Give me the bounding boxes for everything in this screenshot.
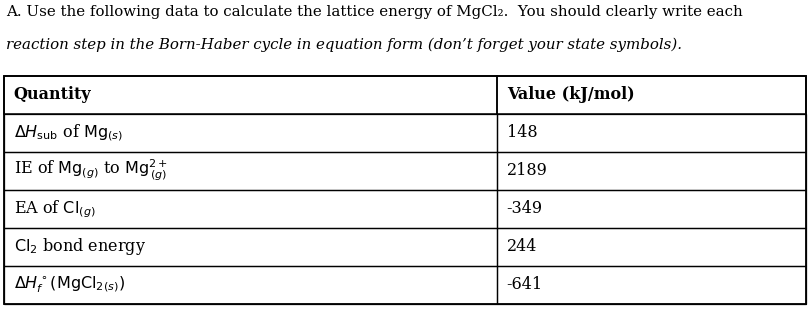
Bar	[497, 114, 806, 152]
Text: $\mathrm{Cl}_2$ bond energy: $\mathrm{Cl}_2$ bond energy	[14, 236, 145, 257]
Text: $\Delta H^\circ_{f}(\mathrm{MgCl}_{2(s)})$: $\Delta H^\circ_{f}(\mathrm{MgCl}_{2(s)}…	[14, 275, 124, 295]
Bar	[4, 76, 806, 304]
Text: 244: 244	[507, 238, 537, 255]
Text: Quantity: Quantity	[14, 86, 91, 104]
Text: A. Use the following data to calculate the lattice energy of MgCl₂.  You should : A. Use the following data to calculate t…	[6, 5, 743, 19]
Bar	[4, 76, 497, 114]
Text: 2189: 2189	[507, 162, 548, 179]
Text: Value (kJ/mol): Value (kJ/mol)	[507, 86, 634, 104]
Text: reaction step in the Born-Haber cycle in equation form (don’t forget your state : reaction step in the Born-Haber cycle in…	[6, 38, 683, 52]
Text: $\Delta H_{\mathrm{sub}}$ of $\mathrm{Mg}_{(s)}$: $\Delta H_{\mathrm{sub}}$ of $\mathrm{Mg…	[14, 123, 123, 143]
Text: -349: -349	[507, 200, 543, 217]
Text: 148: 148	[507, 124, 537, 141]
Bar	[4, 114, 497, 152]
Bar	[4, 228, 497, 266]
Bar	[497, 152, 806, 190]
Bar	[4, 190, 497, 228]
Bar	[4, 152, 497, 190]
Bar	[497, 228, 806, 266]
Text: IE of $\mathrm{Mg}_{(g)}$ to $\mathrm{Mg}^{2+}_{\,(g)}$: IE of $\mathrm{Mg}_{(g)}$ to $\mathrm{Mg…	[14, 158, 168, 184]
Bar	[4, 266, 497, 304]
Bar	[497, 190, 806, 228]
Bar	[497, 76, 806, 114]
Text: -641: -641	[507, 276, 543, 293]
Text: EA of $\mathrm{Cl}_{(g)}$: EA of $\mathrm{Cl}_{(g)}$	[14, 198, 95, 220]
Bar	[497, 266, 806, 304]
